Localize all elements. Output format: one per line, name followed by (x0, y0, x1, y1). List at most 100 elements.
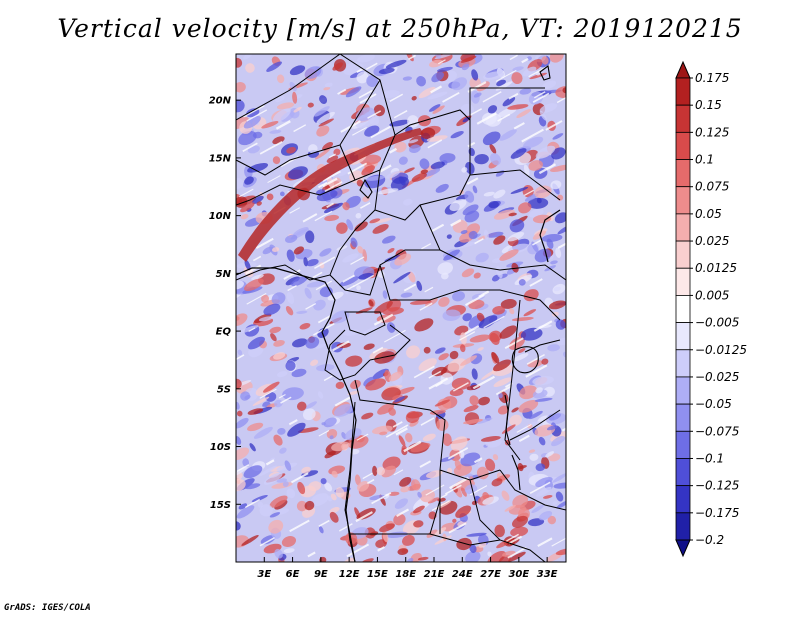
field-cell (484, 458, 496, 472)
field-cell (510, 148, 527, 159)
field-streak (246, 109, 268, 122)
field-cell (394, 396, 405, 403)
field-cell (493, 235, 506, 245)
field-cell (552, 133, 564, 140)
field-streak (246, 292, 267, 305)
field-streak (385, 424, 409, 438)
field-cell (512, 494, 529, 509)
field-cell (285, 234, 298, 243)
field-cell (292, 91, 298, 104)
field-cell (511, 262, 519, 273)
x-tick-label: 12E (339, 569, 360, 580)
field-cell (518, 279, 526, 286)
field-cell (382, 530, 389, 543)
field-cell (286, 146, 297, 154)
field-cell (425, 297, 438, 307)
field-cell (342, 253, 359, 263)
field-cell (321, 422, 326, 426)
field-cell (285, 276, 300, 286)
field-streak (275, 120, 291, 130)
field-cell (552, 500, 558, 506)
field-streak (465, 293, 485, 307)
field-streak (420, 417, 435, 426)
field-cell (528, 160, 543, 171)
colorbar-label: 0.025 (695, 234, 729, 248)
field-cell (477, 347, 484, 352)
field-cell (329, 435, 334, 440)
field-cell (306, 259, 319, 267)
colorbar-label: 0.125 (695, 125, 729, 139)
field-cell (469, 334, 491, 343)
field-streak (283, 269, 301, 280)
field-cell (447, 467, 453, 474)
field-streak (447, 447, 469, 460)
field-cell (285, 360, 296, 371)
field-streak (322, 177, 338, 188)
field-cell (276, 74, 285, 84)
field-cell (511, 316, 534, 322)
field-cell (406, 345, 421, 359)
field-cell (263, 303, 281, 316)
field-cell (288, 166, 308, 180)
field-cell (310, 493, 329, 507)
field-cell (354, 221, 368, 232)
field-cell (422, 433, 436, 442)
field-cell (308, 144, 318, 154)
field-cell (304, 287, 312, 299)
field-cell (318, 118, 334, 127)
field-cell (263, 472, 283, 485)
field-cell (461, 268, 475, 278)
field-streak (431, 500, 450, 511)
field-streak (352, 274, 375, 288)
field-cell (387, 247, 395, 254)
field-cell (469, 544, 477, 554)
field-cell (398, 156, 408, 165)
field-cell (271, 292, 286, 305)
field-cell (541, 358, 549, 365)
field-cell (279, 447, 287, 454)
field-streak (466, 177, 479, 185)
field-cell (238, 325, 259, 334)
field-cell (261, 294, 270, 303)
field-cell (265, 392, 277, 402)
field-cell (304, 66, 322, 79)
field-streak (360, 202, 371, 209)
field-cell (393, 271, 411, 284)
colorbar-bin (675, 267, 691, 296)
field-cell (378, 67, 395, 74)
field-streak (467, 81, 487, 93)
field-streak (389, 93, 404, 102)
field-cell (555, 319, 566, 330)
field-streak (508, 92, 519, 100)
field-streak (551, 537, 566, 547)
field-cell (523, 289, 539, 302)
field-streak (315, 280, 333, 291)
field-streak (340, 120, 361, 133)
field-streak (324, 181, 343, 193)
field-cell (236, 410, 243, 417)
field-cell (523, 164, 530, 177)
field-cell (247, 336, 265, 350)
field-cell (308, 481, 322, 492)
field-streak (483, 315, 505, 329)
field-cell (509, 414, 522, 426)
field-cell (442, 309, 461, 322)
field-cell (555, 548, 566, 556)
field-cell (317, 391, 324, 399)
field-cell (519, 88, 532, 95)
field-cell (360, 558, 374, 562)
field-streak (444, 484, 462, 495)
field-cell (434, 54, 442, 59)
field-cell (551, 147, 566, 160)
field-streak (239, 188, 254, 198)
field-cell (236, 471, 243, 481)
field-cell (557, 224, 566, 235)
x-tick-label: 21E (424, 569, 445, 580)
field-cell (431, 71, 444, 83)
field-cell (251, 274, 264, 280)
field-cell (436, 418, 449, 432)
field-cell (302, 408, 316, 421)
field-cell (404, 167, 415, 173)
field-streak (403, 283, 417, 292)
x-axis: 3E 6E 9E 12E 15E 18E 21E 24E 27E 30E 33E (257, 557, 558, 580)
